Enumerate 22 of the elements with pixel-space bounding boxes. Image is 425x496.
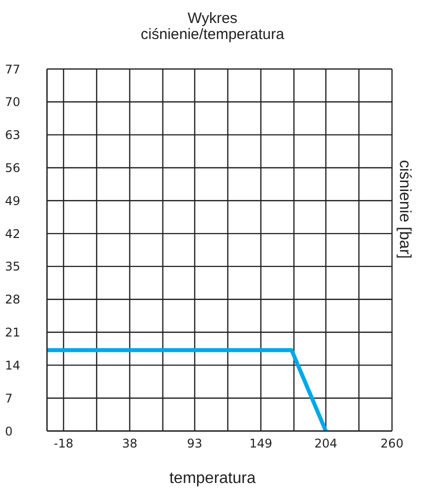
x-tick-label: 204 xyxy=(314,436,338,451)
y-tick-label: 35 xyxy=(5,260,20,274)
y-tick-label: 49 xyxy=(5,194,20,208)
y-tick-label: 14 xyxy=(5,358,20,372)
y-axis-title: ciśnienie [bar] xyxy=(395,160,413,261)
x-tick-label: 149 xyxy=(249,436,272,451)
y-tick-label: 56 xyxy=(5,160,20,175)
x-tick-label: 38 xyxy=(122,436,138,451)
y-tick-label: 7 xyxy=(5,391,13,406)
y-tick-label: 21 xyxy=(5,326,20,340)
x-tick-label: 260 xyxy=(380,436,404,451)
y-tick-label: 42 xyxy=(5,226,20,241)
x-axis-title: temperatura xyxy=(168,470,257,488)
chart-title: Wykres xyxy=(186,10,238,27)
y-tick-label: 70 xyxy=(5,95,20,110)
y-tick-label: 28 xyxy=(5,292,20,307)
x-tick-label: -18 xyxy=(54,436,74,451)
y-tick-label: 63 xyxy=(5,128,20,142)
y-tick-label: 0 xyxy=(5,424,13,438)
chart-subtitle: ciśnienie/temperatura xyxy=(140,26,286,43)
y-tick-label: 77 xyxy=(5,62,20,76)
x-tick-label: 93 xyxy=(187,436,202,451)
